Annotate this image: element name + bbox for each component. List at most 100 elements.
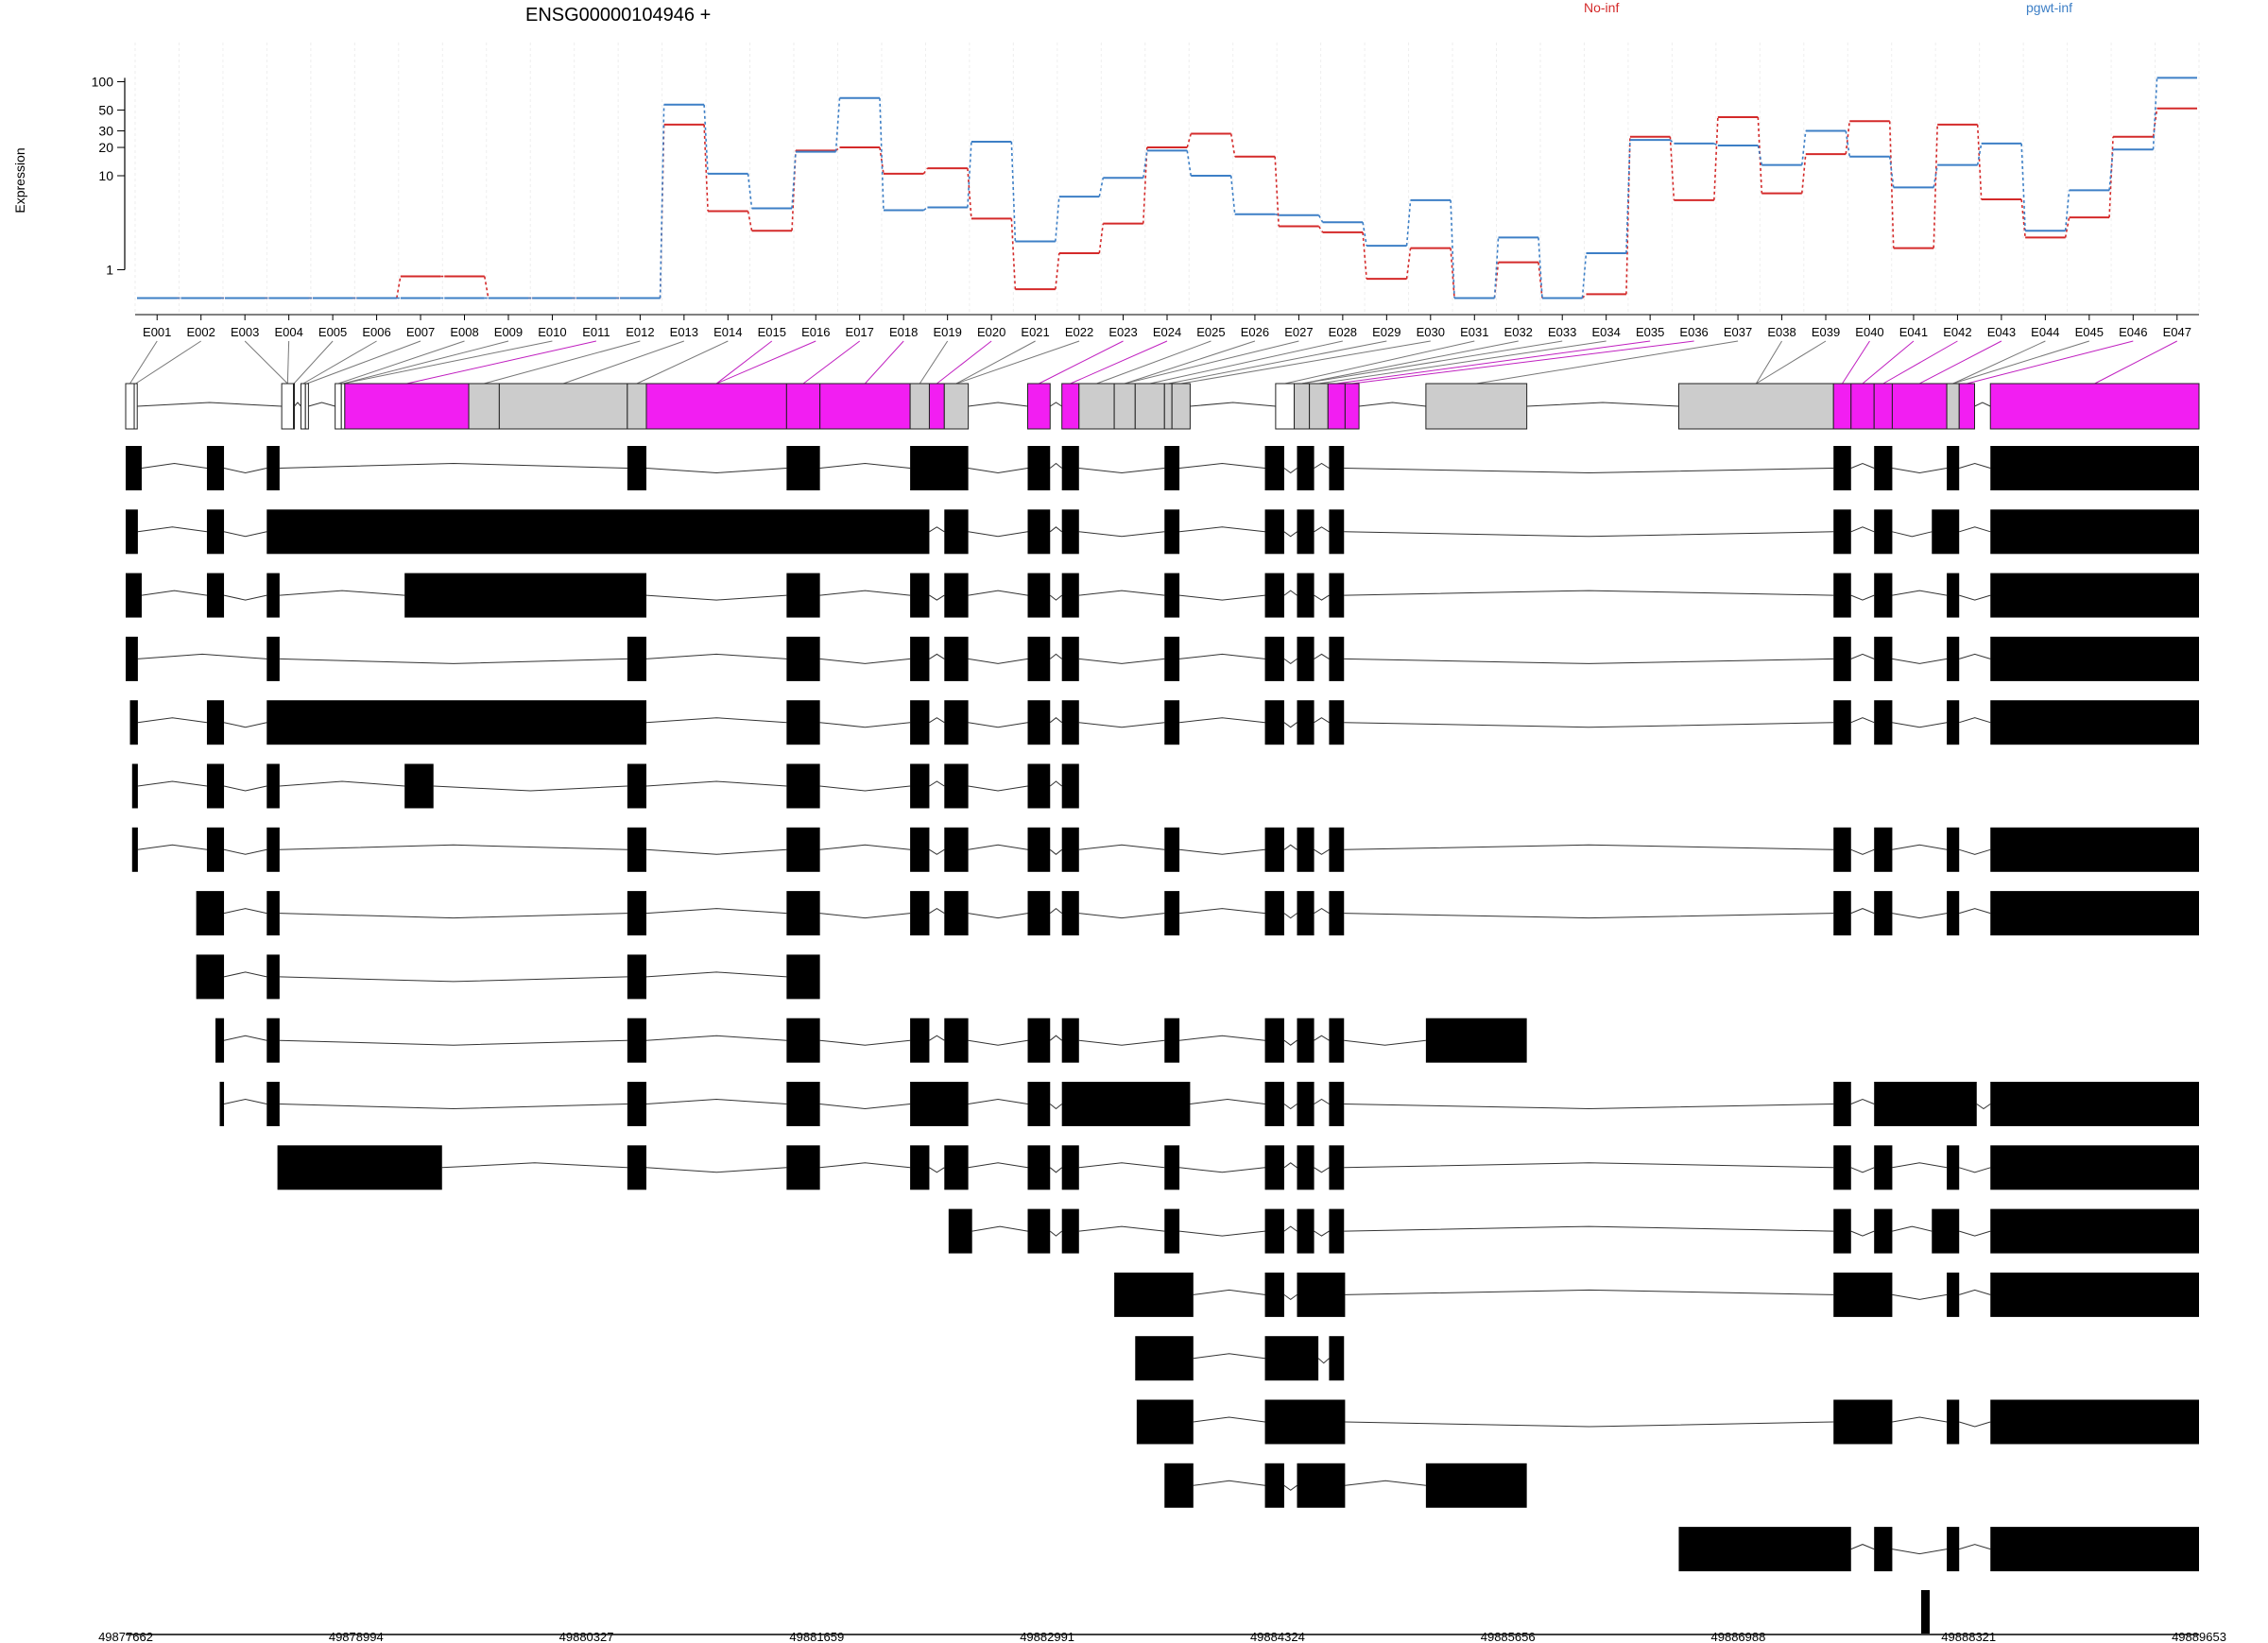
transcript-row [948,1208,2199,1254]
transcript-exon [1947,573,1960,618]
transcript-intron [1179,653,1265,659]
transcript-intron [1959,1167,1991,1173]
expression-connector [2064,217,2070,238]
transcript-exon [1264,1399,1346,1445]
transcript-intron [1959,526,1991,533]
exon-connector [293,340,334,385]
transcript-intron [1314,594,1330,601]
transcript-intron [141,462,208,469]
transcript-exon [1061,573,1079,618]
exon-label-E006: E006 [362,325,390,339]
transcript-exon [1833,700,1851,745]
exon-connector [1919,340,2002,385]
transcript-exon [1874,891,1893,936]
genomic-tick-label: 49882991 [1020,1630,1074,1643]
exon-connector [802,340,861,385]
transcript-intron [1892,658,1948,664]
exon-label-E032: E032 [1504,325,1533,339]
transcript-intron [1344,658,1834,664]
transcript-intron [1049,907,1063,914]
transcript-exon [910,700,930,745]
expression-connector [1933,124,1938,248]
transcript-intron [1049,653,1063,659]
transcript-exon [1947,891,1960,936]
transcript-exon [786,1018,820,1063]
transcript-exon [944,700,969,745]
exon-label-E018: E018 [889,325,918,339]
transcript-exon [1425,1463,1527,1508]
transcript-exon [786,446,820,490]
transcript-intron [1850,848,1875,855]
exon-label-E022: E022 [1065,325,1093,339]
exon-connector [306,340,421,385]
transcript-intron [1179,1230,1265,1237]
transcript-intron [1344,468,1834,474]
transcript-intron [1078,468,1165,474]
transcript-intron [1344,913,1834,919]
transcript-intron [1078,913,1165,919]
expression-connector [1800,153,1807,194]
transcript-exon [126,509,138,555]
transcript-row [219,1082,2199,1126]
transcript-intron [929,717,945,724]
transcript-tracks [126,446,2199,1634]
exon-label-E036: E036 [1679,325,1708,339]
transcript-exon [1061,891,1079,936]
transcript-intron [1850,1167,1875,1173]
expression-connector [1976,143,1983,165]
transcript-exon [1061,1145,1079,1190]
exon-connector [135,340,201,385]
transcript-exon [266,1018,280,1063]
transcript-intron [1345,1480,1426,1486]
transcript-exon [206,446,225,490]
exon-connector [2094,340,2177,385]
exon-bin [1891,383,1948,430]
transcript-intron [1344,590,1834,596]
gene-model-track [125,383,2200,430]
transcript-row [126,636,2199,681]
expression-connector [1362,231,1367,280]
transcript-intron [279,590,405,596]
expression-connector [1800,130,1807,165]
transcript-exon [215,1018,225,1063]
transcript-exon [1027,891,1051,936]
expression-connector [1229,133,1236,157]
transcript-exon [786,891,820,936]
transcript-intron [1976,1104,1991,1110]
transcript-intron [1078,531,1165,538]
transcript-exon [266,763,280,809]
transcript-intron [1314,717,1330,724]
transcript-intron [279,658,627,664]
transcript-intron [1850,594,1875,601]
expression-connector [1669,136,1675,200]
transcript-intron [1283,1039,1297,1046]
genomic-tick-label: 49878994 [329,1630,384,1643]
expression-connector [396,276,402,299]
transcript-exon [1297,700,1314,745]
transcript-exon [126,636,138,681]
intron-line [137,402,283,407]
chart-title: ENSG00000104946 + [525,5,711,26]
exon-label-E037: E037 [1724,325,1752,339]
exon-connector [1168,340,1387,385]
transcript-exon [1297,827,1314,872]
exon-bin [819,383,911,430]
intron-line [1190,402,1276,407]
transcript-intron [1892,844,1948,850]
exon-label-E042: E042 [1943,325,1971,339]
expression-connector [1186,133,1193,148]
intron-line [1049,402,1062,407]
exon-connector [1125,340,1256,385]
plot-gridlines [134,43,2200,312]
y-tick-label: 50 [98,102,113,117]
transcript-intron [819,462,911,469]
transcript-intron [1078,1039,1165,1046]
transcript-intron [137,844,208,850]
transcript-intron [1959,848,1991,855]
transcript-exon [627,636,646,681]
transcript-exon [627,446,646,490]
transcript-exon [1061,636,1079,681]
transcript-exon [1990,1145,2199,1190]
transcript-exon [1947,1527,1960,1572]
transcript-intron [1078,722,1165,728]
